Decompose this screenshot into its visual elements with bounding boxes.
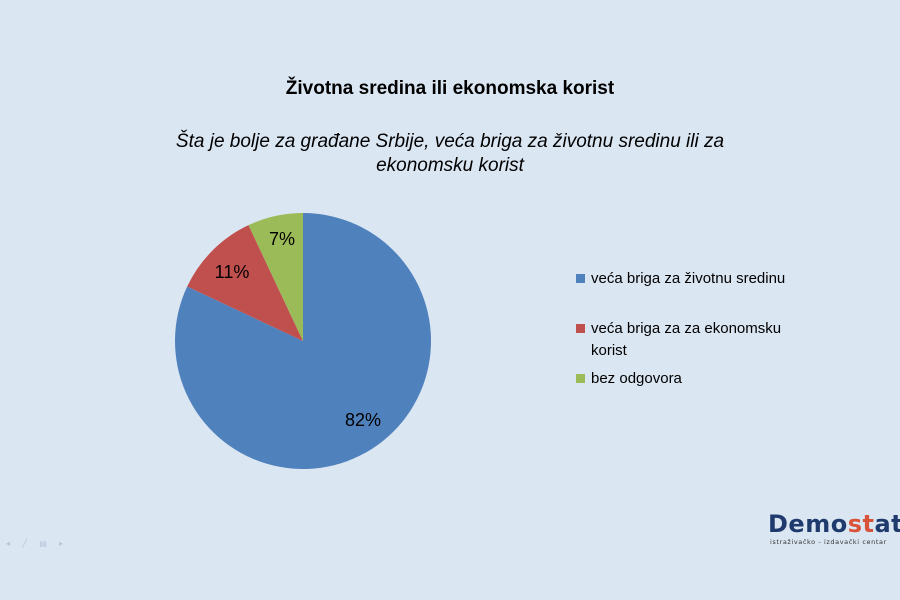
pie-slice-2 xyxy=(248,213,303,341)
demostat-logo: Demostat istraživačko - izdavački centar xyxy=(768,510,900,546)
legend-item-economic: veća briga za za ekonomsku korist xyxy=(576,318,796,362)
pie-slice-label-0: 82% xyxy=(345,410,381,430)
legend-item-no-answer: bez odgovora xyxy=(576,368,811,390)
legend-item-environment: veća briga za životnu sredinu xyxy=(576,268,811,290)
legend-swatch-environment xyxy=(576,274,585,283)
legend-label-economic: veća briga za za ekonomsku korist xyxy=(591,320,782,359)
legend-label-no-answer: bez odgovora xyxy=(591,370,682,387)
pie-slice-1 xyxy=(187,225,303,341)
pie-slice-label-1: 11% xyxy=(215,262,250,282)
pie-slice-label-2: 7% xyxy=(269,229,295,249)
legend-swatch-economic xyxy=(576,324,585,333)
logo-tagline: istraživačko - izdavački centar xyxy=(770,538,887,546)
chart-subtitle: Šta je bolje za građane Srbije, veća bri… xyxy=(175,131,725,176)
legend-label-environment: veća briga za životnu sredinu xyxy=(591,270,786,287)
logo-wordmark: Demostat xyxy=(768,510,900,538)
chart-title: Životna sredina ili ekonomska korist xyxy=(285,78,615,99)
legend-swatch-no-answer xyxy=(576,374,585,383)
slideshow-controls-icon[interactable]: ◂ ╱ ▤ ▸ xyxy=(6,539,69,548)
